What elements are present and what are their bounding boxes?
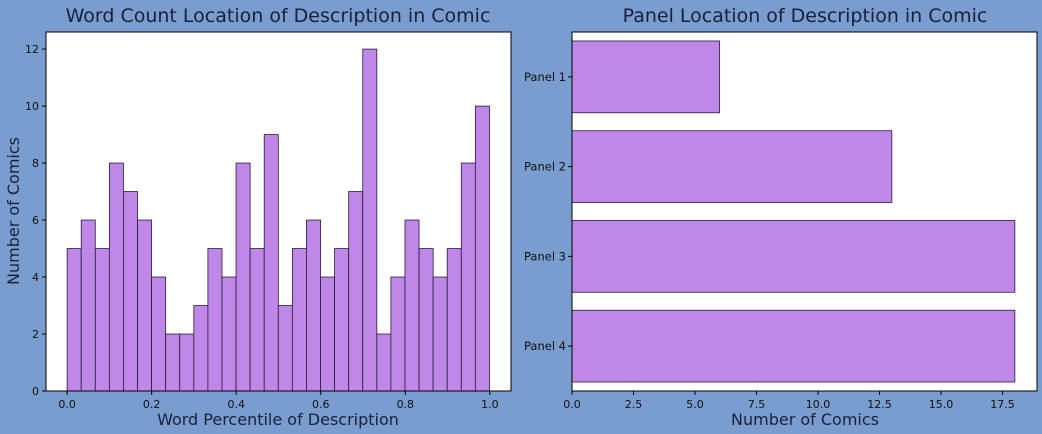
panel-bar [571,40,721,114]
histogram-bar [235,162,251,392]
panel-x-tick-label: 17.5 [990,398,1015,411]
panel-bar [571,220,1016,293]
histogram-title: Word Count Location of Description in Co… [66,5,491,27]
histogram-x-tick-label: 0.2 [143,398,161,411]
panel-chart-y-ticks: Panel 1 Panel 2 Panel 3 Panel 4 [524,70,572,353]
histogram-bar [108,162,124,392]
histogram-bar [460,162,476,392]
histogram-bar [348,191,364,392]
histogram-bar [291,248,307,392]
histogram-axes-frame [45,31,512,392]
histogram-x-tick-label: 0.0 [58,398,76,411]
panel-chart-title: Panel Location of Description in Comic [623,5,988,27]
panel-bar-chart: Panel Location of Description in Comic 0… [524,5,1038,429]
panel-chart-x-ticks: 0.0 2.5 5.0 7.5 10.0 12.5 15.0 17.5 [563,391,1015,411]
histogram-bar [418,248,434,392]
panel-chart-axes-frame [571,31,1038,392]
histogram-y-tick-label: 10 [25,100,39,113]
panel-x-tick-label: 15.0 [929,398,954,411]
histogram-bar [193,305,209,392]
histogram-y-axis-label: Number of Comics [4,137,23,285]
panel-bar [571,309,1016,383]
histogram-bar [334,248,350,392]
histogram-bar [263,134,279,392]
histogram-bar [277,305,293,392]
histogram-bar [207,248,223,392]
histogram-bar [94,248,110,392]
histogram-x-tick-label: 0.6 [312,398,330,411]
histogram-y-tick-label: 0 [32,385,39,398]
panel-category-label: Panel 1 [524,70,566,84]
histogram-bar [249,248,265,392]
histogram-bar [376,333,392,392]
histogram-y-tick-label: 4 [32,271,39,284]
histogram-bar [404,219,420,392]
histogram-bar [474,105,490,392]
panel-category-label: Panel 3 [524,249,566,263]
histogram-bar [221,276,237,392]
histogram-x-tick-label: 0.8 [397,398,415,411]
histogram-bar [306,219,321,392]
histogram-bar [446,248,462,392]
histogram-bar [80,219,96,392]
panel-x-tick-label: 5.0 [686,398,704,411]
panel-x-tick-label: 12.5 [867,398,892,411]
histogram-bar [179,333,195,392]
panel-category-label: Panel 2 [524,160,566,174]
histogram-bar [66,248,82,392]
panel-x-tick-label: 10.0 [806,398,831,411]
histogram-bar [320,276,335,392]
histogram-bar [151,276,167,392]
histogram-bar [123,191,138,392]
histogram-bar [432,276,448,392]
histogram-bar [390,276,406,392]
histogram-x-tick-label: 0.4 [227,398,245,411]
histogram-bar [165,333,181,392]
panel-bar [571,130,893,203]
panel-bars [571,40,1016,383]
histogram-bars [66,48,490,392]
panel-x-tick-label: 2.5 [625,398,643,411]
panel-x-tick-label: 7.5 [748,398,766,411]
histogram-bar [137,219,152,392]
histogram-x-ticks: 0.0 0.2 0.4 0.6 0.8 1.0 [58,391,499,411]
panel-x-tick-label: 0.0 [563,398,581,411]
histogram-y-tick-label: 12 [25,43,39,56]
histogram-y-ticks: 0 2 4 6 8 10 12 [25,43,46,398]
histogram-y-tick-label: 2 [32,328,39,341]
histogram-chart: Word Count Location of Description in Co… [4,5,512,429]
panel-chart-x-axis-label: Number of Comics [731,410,879,429]
histogram-y-tick-label: 6 [32,214,39,227]
histogram-x-axis-label: Word Percentile of Description [157,410,399,429]
histogram-bar [362,48,378,392]
histogram-y-tick-label: 8 [32,157,39,170]
histogram-x-tick-label: 1.0 [481,398,499,411]
panel-category-label: Panel 4 [524,339,566,353]
